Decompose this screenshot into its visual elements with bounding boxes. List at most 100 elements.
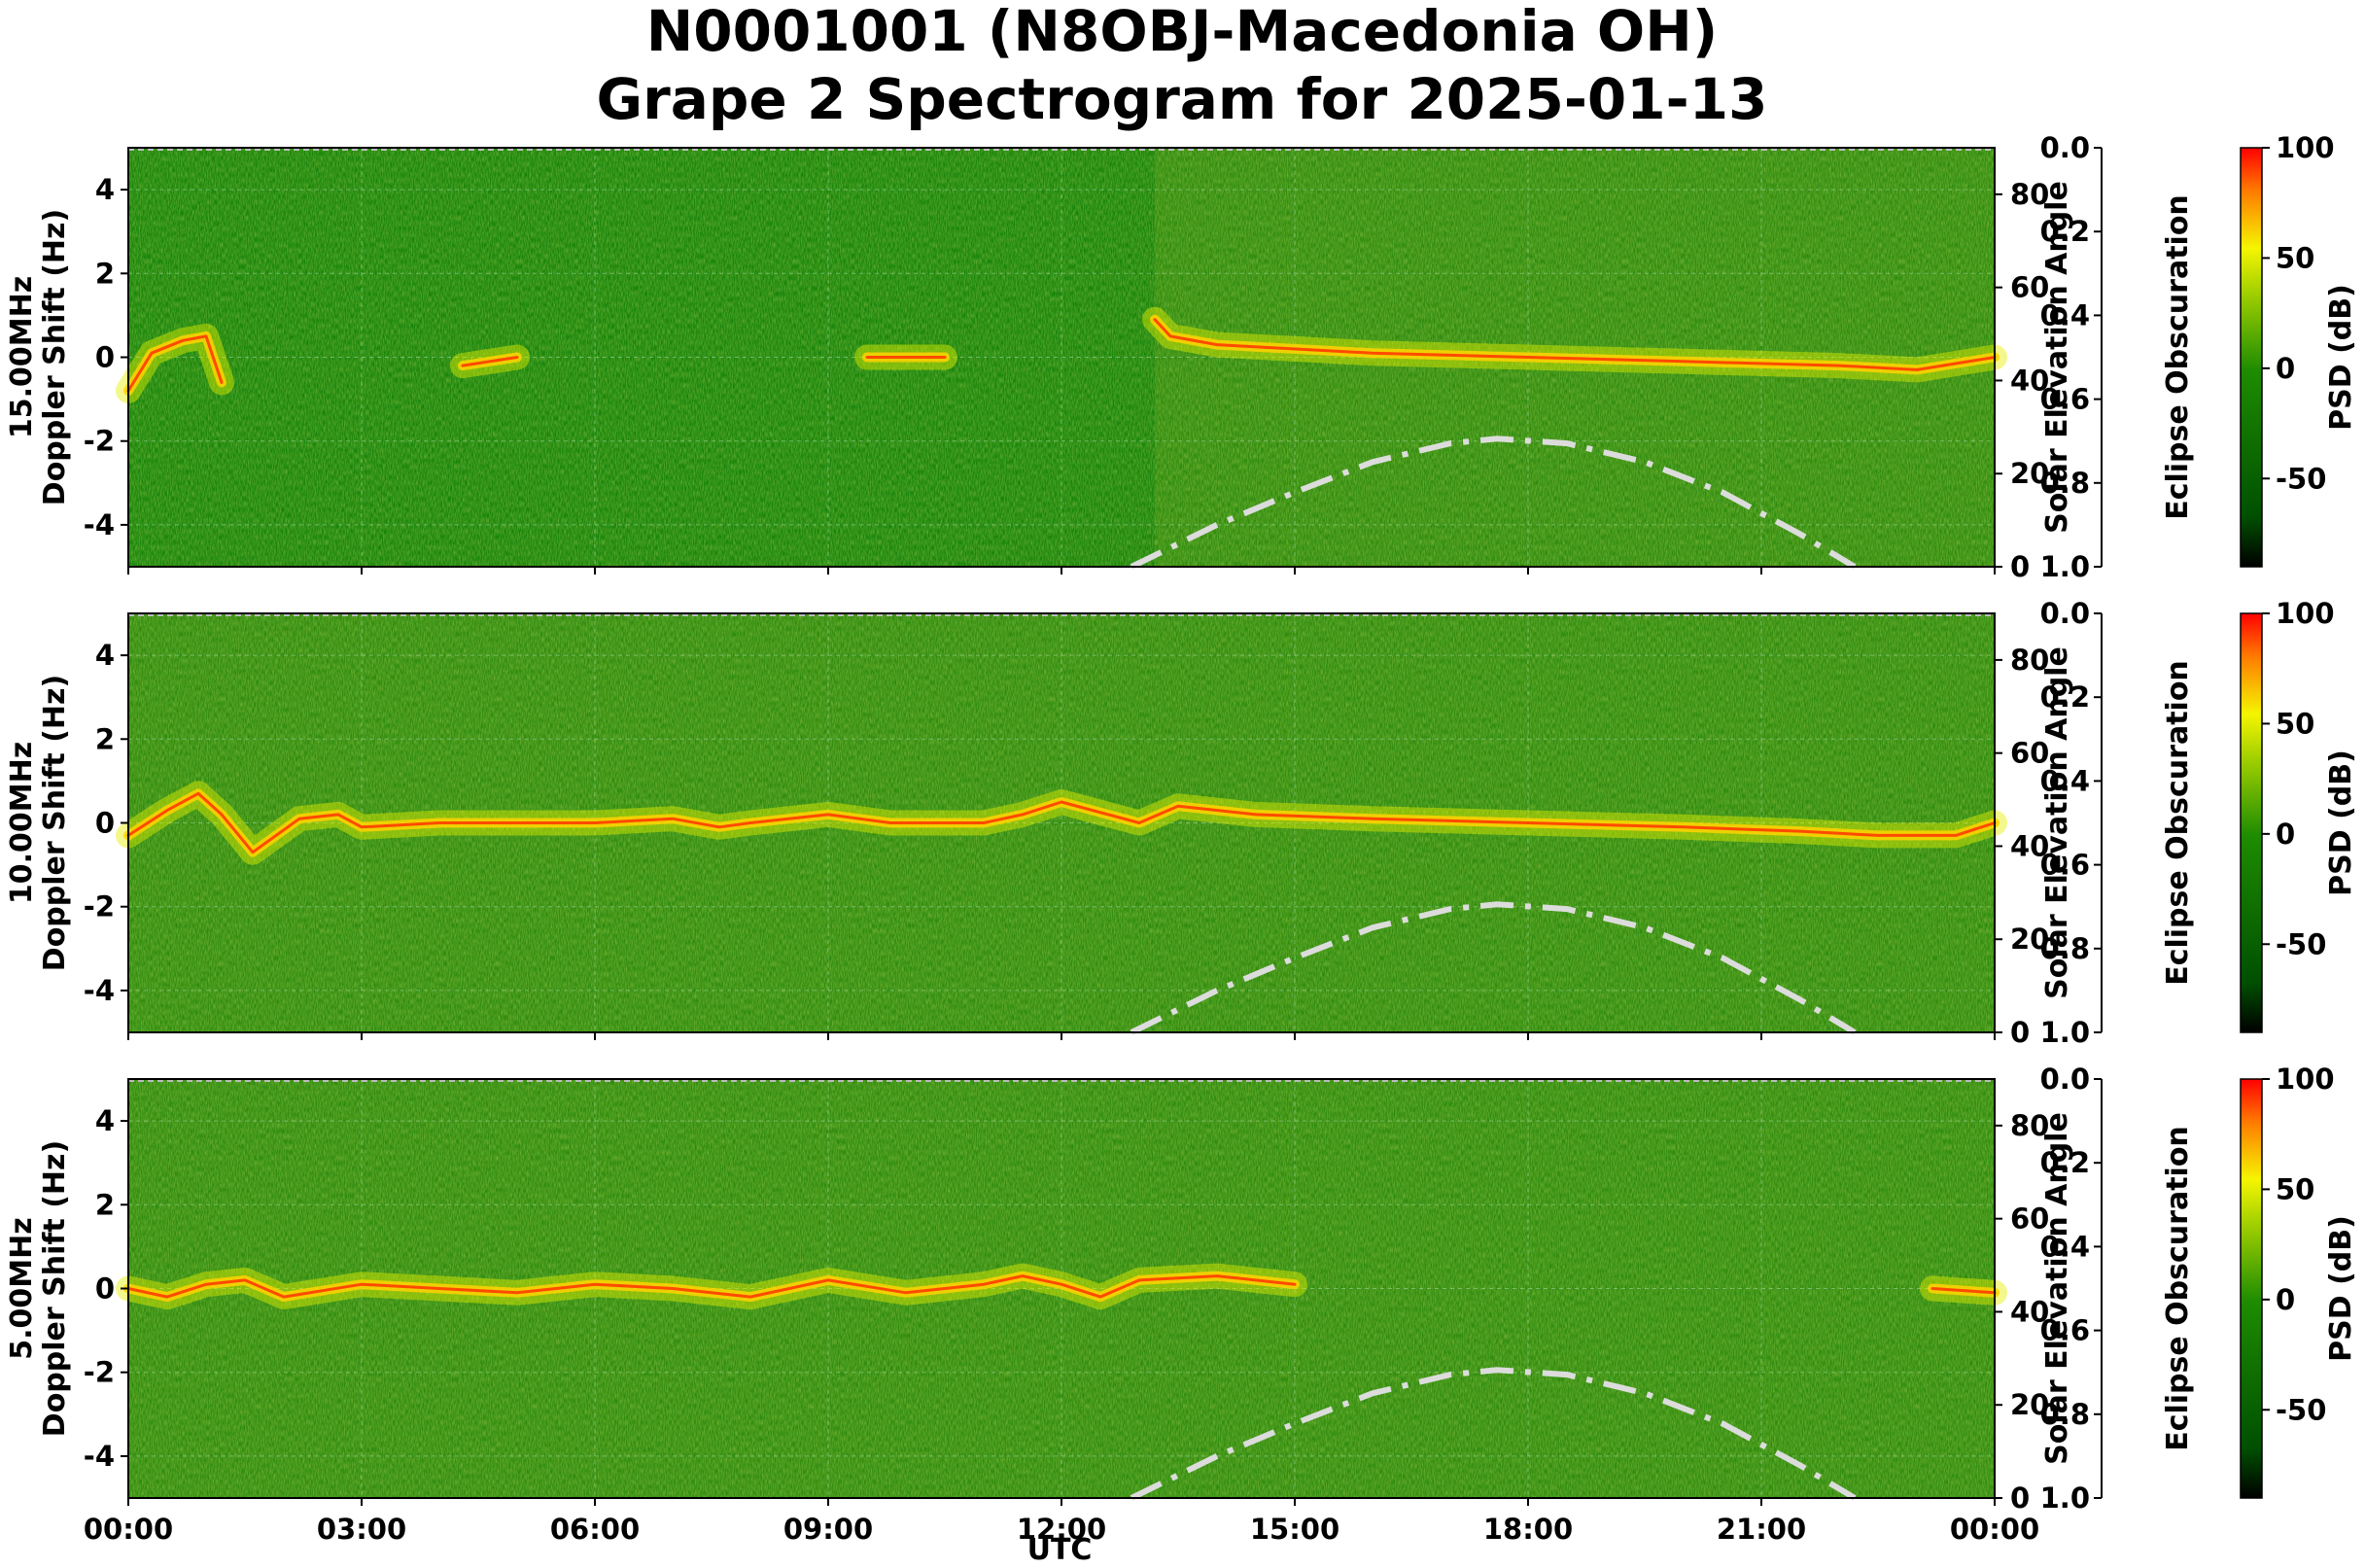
solar-tick-label: 0	[2010, 550, 2030, 583]
y-tick-label: 0	[95, 1272, 115, 1306]
colorbar-tick-label: 50	[2276, 1172, 2314, 1205]
eclipse-tick-label: 0.2	[2040, 1146, 2090, 1179]
doppler-trace-line	[126, 334, 224, 393]
y-tick-label: 4	[95, 639, 115, 672]
eclipse-tick-label: 1.0	[2040, 550, 2090, 583]
eclipse-tick-label: 0.8	[2040, 1398, 2090, 1431]
eclipse-tick-label: 0.8	[2040, 467, 2090, 500]
panel-1: 420-2-410.00MHz Doppler Shift (Hz)8060402…	[5, 597, 2358, 1049]
y-tick-label: 4	[95, 1104, 115, 1137]
colorbar	[2240, 147, 2263, 568]
y-axis-label: Doppler Shift (Hz)	[38, 675, 72, 971]
colorbar-tick-label: 100	[2276, 597, 2335, 630]
eclipse-tick-label: 0.8	[2040, 932, 2090, 965]
solar-tick-label: 0	[2010, 1481, 2030, 1515]
eclipse-tick-label: 0.2	[2040, 215, 2090, 248]
y-tick-label: -4	[84, 974, 115, 1007]
colorbar-tick-label: -50	[2276, 1393, 2326, 1426]
eclipse-tick-label: 0.4	[2040, 1230, 2090, 1263]
panel-frequency-label: 15.00MHz	[5, 276, 39, 438]
y-tick-label: -2	[84, 425, 115, 458]
y-tick-label: -4	[84, 508, 115, 541]
colorbar-label: PSD (dB)	[2324, 749, 2358, 896]
x-tick-label: 18:00	[1483, 1513, 1573, 1546]
colorbar-tick-label: 100	[2276, 1063, 2335, 1096]
doppler-trace-line	[461, 356, 519, 367]
eclipse-tick-label: 1.0	[2040, 1016, 2090, 1049]
colorbar-tick-label: 0	[2276, 818, 2295, 851]
colorbar-label: PSD (dB)	[2324, 1215, 2358, 1362]
eclipse-axis-label: Eclipse Obscuration	[2161, 660, 2195, 986]
x-tick-label: 09:00	[783, 1513, 873, 1546]
x-tick-label: 15:00	[1250, 1513, 1339, 1546]
x-axis-label: UTC	[1027, 1533, 1093, 1567]
chart-title-line-2: Grape 2 Spectrogram for 2025-01-13	[597, 66, 1768, 132]
doppler-trace-line	[126, 791, 1997, 854]
y-tick-label: 2	[95, 257, 115, 290]
y-tick-label: 0	[95, 341, 115, 374]
colorbar-tick-label: -50	[2276, 927, 2326, 960]
colorbar-tick-label: 0	[2276, 1283, 2295, 1316]
x-tick-label: 00:00	[84, 1513, 173, 1546]
colorbar-tick-label: 50	[2276, 707, 2314, 740]
solar-tick-label: 20	[2010, 923, 2049, 956]
solar-tick-label: 40	[2010, 829, 2049, 862]
panel-frequency-label: 5.00MHz	[5, 1217, 39, 1359]
chart-title-line-1: N0001001 (N8OBJ-Macedonia OH)	[646, 0, 1719, 64]
x-tick-label: 12:00	[1017, 1513, 1106, 1546]
eclipse-tick-label: 0.0	[2040, 131, 2090, 164]
solar-tick-label: 20	[2010, 1388, 2049, 1421]
x-tick-label: 21:00	[1717, 1513, 1806, 1546]
colorbar	[2240, 1078, 2263, 1499]
solar-tick-label: 60	[2010, 271, 2049, 304]
solar-tick-label: 60	[2010, 737, 2049, 770]
solar-axis-label: Solar Elevation Angle	[2040, 181, 2074, 534]
eclipse-axis-label: Eclipse Obscuration	[2161, 1126, 2195, 1451]
eclipse-tick-label: 0.2	[2040, 680, 2090, 714]
colorbar-label: PSD (dB)	[2324, 284, 2358, 431]
eclipse-tick-label: 0.4	[2040, 764, 2090, 797]
eclipse-tick-label: 0.6	[2040, 849, 2090, 882]
colorbar-tick-label: 100	[2276, 131, 2335, 164]
eclipse-tick-label: 0.4	[2040, 298, 2090, 331]
solar-tick-label: 80	[2010, 178, 2049, 211]
solar-tick-label: 0	[2010, 1016, 2030, 1049]
x-tick-label: 03:00	[317, 1513, 406, 1546]
y-tick-label: -4	[84, 1440, 115, 1473]
eclipse-tick-label: 0.6	[2040, 1314, 2090, 1347]
eclipse-tick-label: 0.6	[2040, 383, 2090, 416]
doppler-trace-line	[1153, 318, 1997, 371]
solar-elevation-curve	[1130, 436, 1857, 570]
colorbar-tick-label: -50	[2276, 462, 2326, 495]
y-tick-label: 2	[95, 722, 115, 755]
panels: 420-2-415.00MHz Doppler Shift (Hz)8060402…	[5, 131, 2358, 1546]
doppler-trace-line	[1930, 1287, 1997, 1295]
solar-tick-label: 80	[2010, 1109, 2049, 1142]
y-axis-label: Doppler Shift (Hz)	[38, 209, 72, 505]
panel-frequency-label: 10.00MHz	[5, 742, 39, 904]
x-tick-label: 06:00	[550, 1513, 640, 1546]
y-tick-label: 0	[95, 807, 115, 840]
y-tick-label: -2	[84, 1356, 115, 1389]
solar-tick-label: 20	[2010, 457, 2049, 490]
doppler-trace-line	[126, 1274, 1297, 1299]
solar-elevation-curve	[1130, 1367, 1857, 1501]
solar-axis-label: Solar Elevation Angle	[2040, 1112, 2074, 1465]
panel-2: 420-2-45.00MHz Doppler Shift (Hz)80604020…	[5, 1063, 2358, 1546]
x-tick-label: 00:00	[1950, 1513, 2039, 1546]
eclipse-tick-label: 1.0	[2040, 1481, 2090, 1515]
colorbar-tick-label: 0	[2276, 352, 2295, 385]
colorbar	[2240, 612, 2263, 1033]
solar-tick-label: 40	[2010, 1295, 2049, 1328]
eclipse-tick-label: 0.0	[2040, 597, 2090, 630]
panel-0: 420-2-415.00MHz Doppler Shift (Hz)8060402…	[5, 131, 2358, 583]
y-axis-label: Doppler Shift (Hz)	[38, 1140, 72, 1437]
colorbar-tick-label: 50	[2276, 241, 2314, 274]
solar-tick-label: 40	[2010, 364, 2049, 397]
y-tick-label: 4	[95, 173, 115, 206]
solar-tick-label: 80	[2010, 644, 2049, 677]
solar-axis-label: Solar Elevation Angle	[2040, 646, 2074, 999]
solar-elevation-curve	[1130, 901, 1857, 1035]
eclipse-tick-label: 0.0	[2040, 1063, 2090, 1096]
